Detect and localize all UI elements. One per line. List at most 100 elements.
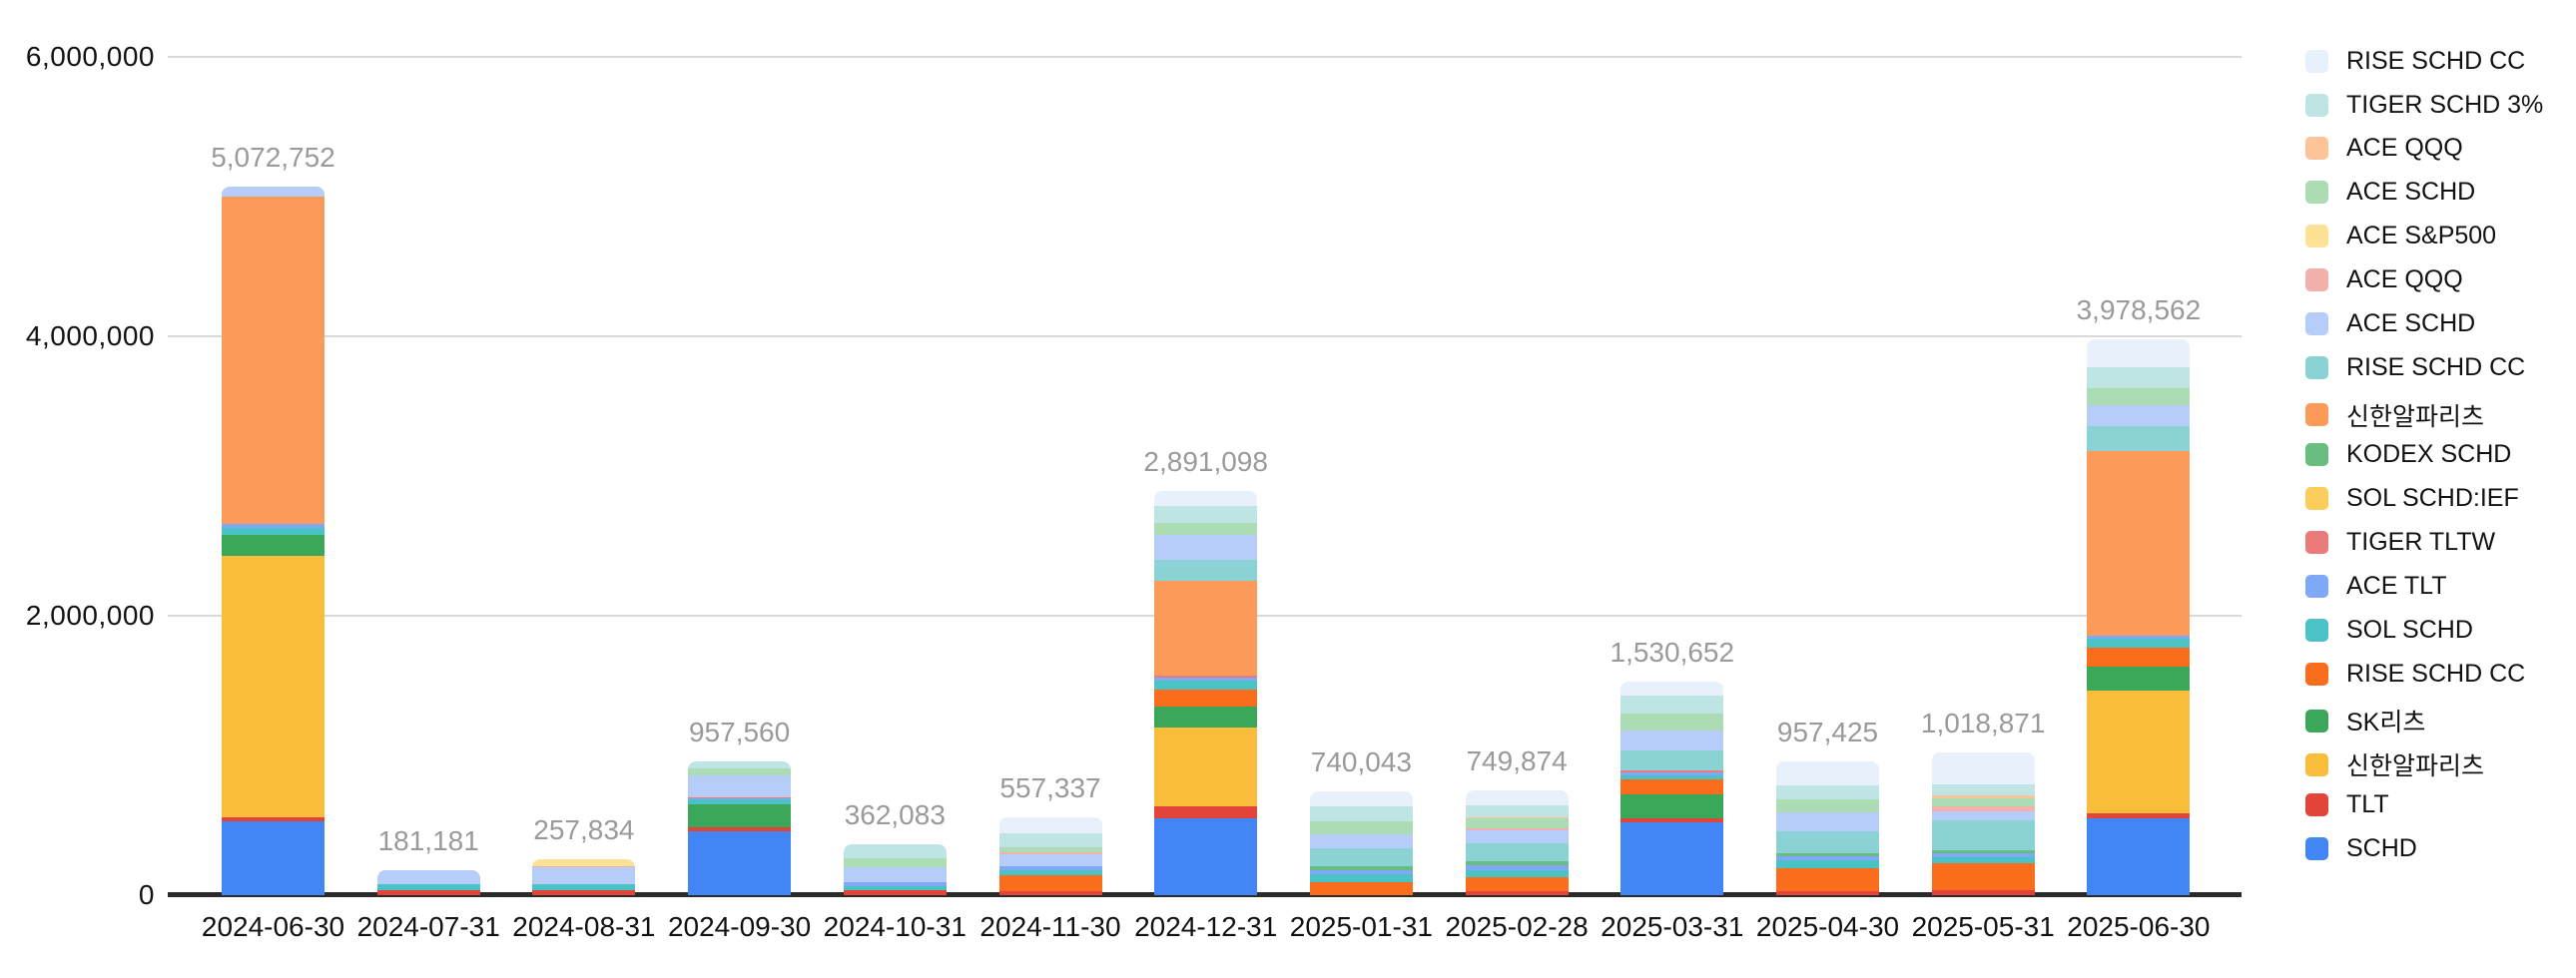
bar-2025-02-28[interactable] (1465, 790, 1569, 895)
bar-segment-ACE SCHD[interactable] (2087, 387, 2191, 405)
bar-segment-ACE TLT[interactable] (1931, 853, 2035, 857)
legend-item[interactable]: SOL SCHD (2305, 616, 2473, 645)
bar-segment-ACE SCHD[interactable] (1154, 535, 1258, 560)
bar-segment-SOL SCHD[interactable] (1154, 680, 1258, 691)
bar-segment-SCHD[interactable] (688, 830, 792, 895)
bar-segment-RISE SCHD CC[interactable] (1465, 877, 1569, 892)
legend-item[interactable]: RISE SCHD CC (2305, 660, 2525, 689)
legend-item[interactable]: ACE SCHD (2305, 178, 2475, 207)
bar-segment-ACE SCHD[interactable] (1465, 818, 1569, 829)
bar-segment-RISE SCHD CC[interactable] (2087, 339, 2191, 368)
bar-segment-ACE SCHD[interactable] (843, 858, 947, 867)
bar-segment-RISE SCHD CC[interactable] (1931, 752, 2035, 784)
bar-segment-ACE SCHD[interactable] (1931, 797, 2035, 806)
legend-item[interactable]: RISE SCHD CC (2305, 47, 2525, 76)
legend-item[interactable]: TLT (2305, 790, 2389, 819)
bar-segment-TIGER TLTW[interactable] (1620, 770, 1724, 773)
bar-segment-RISE SCHD CC[interactable] (1465, 790, 1569, 806)
bar-segment-ACE SCHD[interactable] (1931, 811, 2035, 821)
bar-2024-08-31[interactable] (532, 858, 636, 895)
bar-segment-TIGER SCHD 3%[interactable] (688, 761, 792, 768)
bar-segment-ACE SCHD[interactable] (688, 774, 792, 797)
bar-segment-RISE SCHD CC[interactable] (1465, 843, 1569, 861)
bar-segment-ACE QQQ[interactable] (1931, 806, 2035, 812)
legend-item[interactable]: KODEX SCHD (2305, 440, 2511, 469)
legend-item[interactable]: SCHD (2305, 834, 2417, 863)
bar-segment-ACE SCHD[interactable] (222, 186, 324, 197)
bar-2025-04-30[interactable] (1776, 761, 1879, 895)
bar-segment-ACE TLT[interactable] (998, 866, 1102, 870)
bar-segment-TIGER SCHD 3%[interactable] (1154, 506, 1258, 523)
bar-segment-SOL SCHD[interactable] (532, 884, 636, 891)
bar-segment-SOL SCHD[interactable] (222, 528, 324, 535)
bar-segment-RISE SCHD CC[interactable] (1309, 848, 1413, 866)
bar-segment-RISE SCHD CC[interactable] (998, 875, 1102, 891)
legend-item[interactable]: ACE S&P500 (2305, 222, 2496, 250)
bar-segment-RISE SCHD CC[interactable] (1154, 559, 1258, 582)
bar-segment-ACE SCHD[interactable] (1309, 834, 1413, 848)
bar-segment-SCHD[interactable] (1154, 817, 1258, 895)
bar-segment-ACE QQQ[interactable] (1931, 795, 2035, 798)
bar-segment-SCHD[interactable] (1620, 821, 1724, 895)
bar-segment-RISE SCHD CC[interactable] (1620, 779, 1724, 794)
bar-2024-10-31[interactable] (843, 844, 947, 895)
bar-segment-SOL SCHD[interactable] (1309, 874, 1413, 882)
bar-segment-ACE SCHD[interactable] (1154, 522, 1258, 536)
bar-segment-ACE S&P500[interactable] (532, 858, 636, 866)
bar-segment-RISE SCHD CC[interactable] (1620, 681, 1724, 697)
bar-segment-ACE QQQ[interactable] (998, 851, 1102, 854)
bar-segment-ACE QQQ[interactable] (1465, 828, 1569, 831)
bar-2025-03-31[interactable] (1620, 681, 1724, 895)
bar-segment-RISE SCHD CC[interactable] (1309, 791, 1413, 806)
bar-segment-ACE SCHD[interactable] (998, 853, 1102, 867)
legend-item[interactable]: TIGER TLTW (2305, 528, 2495, 557)
bar-segment-TLT[interactable] (1154, 806, 1258, 818)
bar-segment-RISE SCHD CC[interactable] (1309, 881, 1413, 895)
bar-segment-SOL SCHD[interactable] (1465, 869, 1569, 878)
bar-segment-TIGER SCHD 3%[interactable] (998, 832, 1102, 848)
bar-segment-ACE SCHD[interactable] (1776, 812, 1879, 832)
bar-segment-신한알파리츠[interactable] (2087, 691, 2191, 814)
bar-segment-TIGER SCHD 3%[interactable] (1931, 783, 2035, 796)
bar-segment-TLT[interactable] (998, 890, 1102, 895)
bar-segment-RISE SCHD CC[interactable] (1776, 761, 1879, 785)
bar-segment-RISE SCHD CC[interactable] (2087, 647, 2191, 668)
bar-2024-06-30[interactable] (222, 186, 324, 895)
bar-segment-TIGER TLTW[interactable] (688, 796, 792, 799)
bar-segment-ACE TLT[interactable] (1309, 869, 1413, 875)
bar-segment-TLT[interactable] (1465, 891, 1569, 895)
bar-segment-SOL SCHD[interactable] (998, 869, 1102, 876)
bar-segment-신한알파리츠[interactable] (2087, 450, 2191, 637)
legend-item[interactable]: RISE SCHD CC (2305, 353, 2525, 382)
bar-segment-TLT[interactable] (688, 826, 792, 831)
bar-segment-ACE TLT[interactable] (1465, 865, 1569, 870)
bar-segment-ACE TLT[interactable] (2087, 636, 2191, 640)
bar-segment-TIGER SCHD 3%[interactable] (1309, 805, 1413, 821)
bar-2024-09-30[interactable] (688, 761, 792, 895)
bar-segment-ACE TLT[interactable] (1620, 772, 1724, 775)
bar-segment-ACE QQQ[interactable] (532, 865, 636, 868)
legend-item[interactable]: ACE SCHD (2305, 309, 2475, 338)
bar-segment-ACE SCHD[interactable] (998, 847, 1102, 852)
bar-segment-ACE SCHD[interactable] (1776, 799, 1879, 813)
bar-segment-SK리츠[interactable] (688, 804, 792, 827)
bar-segment-ACE QQQ[interactable] (1465, 816, 1569, 819)
bar-segment-RISE SCHD CC[interactable] (2087, 426, 2191, 451)
bar-segment-TIGER SCHD 3%[interactable] (1776, 784, 1879, 800)
bar-segment-RISE SCHD CC[interactable] (998, 817, 1102, 833)
bar-segment-ACE SCHD[interactable] (1620, 730, 1724, 750)
bar-segment-ACE TLT[interactable] (1776, 856, 1879, 860)
bar-2025-01-31[interactable] (1309, 791, 1413, 895)
bar-segment-ACE SCHD[interactable] (688, 767, 792, 775)
bar-segment-TLT[interactable] (376, 890, 480, 895)
bar-segment-RISE SCHD CC[interactable] (1154, 491, 1258, 507)
legend-item[interactable]: SK리츠 (2305, 703, 2425, 738)
legend-item[interactable]: TIGER SCHD 3% (2305, 91, 2543, 120)
bar-2024-11-30[interactable] (998, 817, 1102, 895)
bar-segment-ACE SCHD[interactable] (843, 866, 947, 882)
bar-segment-TLT[interactable] (1620, 817, 1724, 822)
bar-segment-SK리츠[interactable] (1620, 793, 1724, 818)
bar-segment-ACE TLT[interactable] (1154, 678, 1258, 681)
bar-segment-ACE SCHD[interactable] (1309, 820, 1413, 835)
bar-segment-ACE SCHD[interactable] (376, 869, 480, 884)
